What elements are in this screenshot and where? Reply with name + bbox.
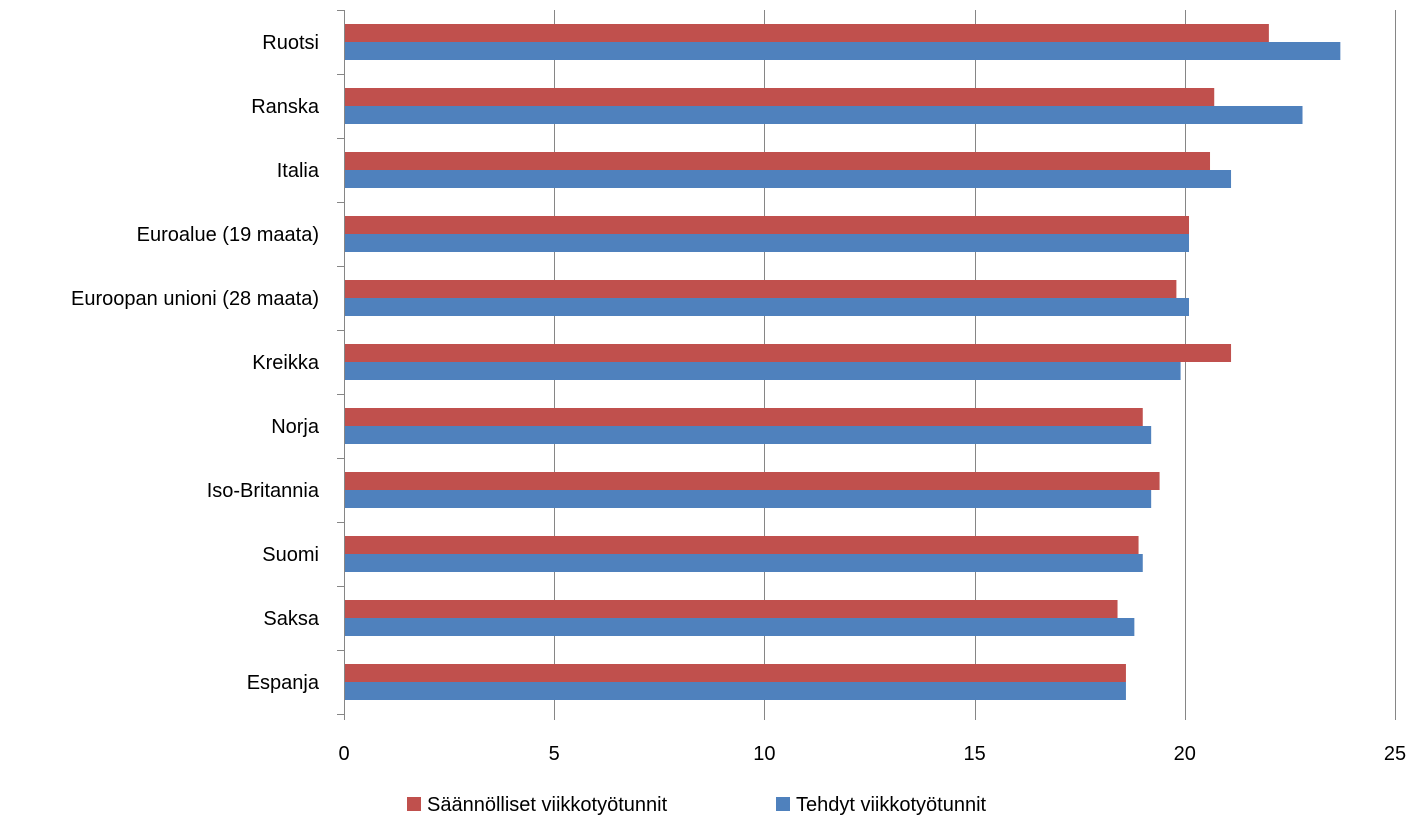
bar-saannolliset bbox=[345, 472, 1160, 490]
bar-tehdyt bbox=[345, 362, 1181, 380]
category-label: Italia bbox=[277, 160, 320, 182]
category-label: Ruotsi bbox=[262, 32, 319, 54]
bar-tehdyt bbox=[345, 682, 1126, 700]
bars bbox=[345, 24, 1341, 700]
bar-tehdyt bbox=[345, 234, 1190, 252]
bar-tehdyt bbox=[345, 170, 1232, 188]
bar-tehdyt bbox=[345, 490, 1152, 508]
bar-saannolliset bbox=[345, 344, 1232, 362]
bar-tehdyt bbox=[345, 42, 1341, 60]
x-tick-label: 5 bbox=[549, 743, 560, 765]
category-label: Suomi bbox=[262, 544, 319, 566]
bar-saannolliset bbox=[345, 280, 1177, 298]
bar-saannolliset bbox=[345, 408, 1143, 426]
legend: Säännölliset viikkotyötunnit Tehdyt viikk… bbox=[407, 794, 987, 816]
x-tick-labels: 0 5 10 15 20 25 bbox=[338, 743, 1406, 765]
bar-tehdyt bbox=[345, 298, 1190, 316]
bar-saannolliset bbox=[345, 88, 1215, 106]
category-label: Norja bbox=[271, 416, 320, 438]
bar-saannolliset bbox=[345, 216, 1190, 234]
bar-tehdyt bbox=[345, 426, 1152, 444]
x-tick-label: 25 bbox=[1384, 743, 1406, 765]
bar-saannolliset bbox=[345, 536, 1139, 554]
bar-tehdyt bbox=[345, 554, 1143, 572]
bar-saannolliset bbox=[345, 152, 1211, 170]
x-tick-label: 15 bbox=[963, 743, 985, 765]
x-tick-label: 10 bbox=[753, 743, 775, 765]
legend-swatch bbox=[407, 797, 421, 811]
axes bbox=[337, 10, 1396, 720]
category-label: Espanja bbox=[247, 672, 320, 694]
category-label: Euroopan unioni (28 maata) bbox=[71, 288, 319, 310]
bar-saannolliset bbox=[345, 664, 1126, 682]
category-label: Kreikka bbox=[252, 352, 320, 374]
category-label: Saksa bbox=[263, 608, 319, 630]
legend-swatch bbox=[776, 797, 790, 811]
category-label: Euroalue (19 maata) bbox=[137, 224, 319, 246]
category-labels: Ruotsi Ranska Italia Euroalue (19 maata) Eur… bbox=[71, 32, 320, 694]
x-tick-label: 0 bbox=[338, 743, 349, 765]
category-label: Ranska bbox=[251, 96, 320, 118]
bar-tehdyt bbox=[345, 106, 1303, 124]
legend-label: Säännölliset viikkotyötunnit bbox=[427, 794, 668, 816]
x-tick-label: 20 bbox=[1174, 743, 1196, 765]
bar-saannolliset bbox=[345, 600, 1118, 618]
legend-label: Tehdyt viikkotyötunnit bbox=[796, 794, 987, 816]
bar-tehdyt bbox=[345, 618, 1135, 636]
category-label: Iso-Britannia bbox=[207, 480, 320, 502]
bar-saannolliset bbox=[345, 24, 1269, 42]
